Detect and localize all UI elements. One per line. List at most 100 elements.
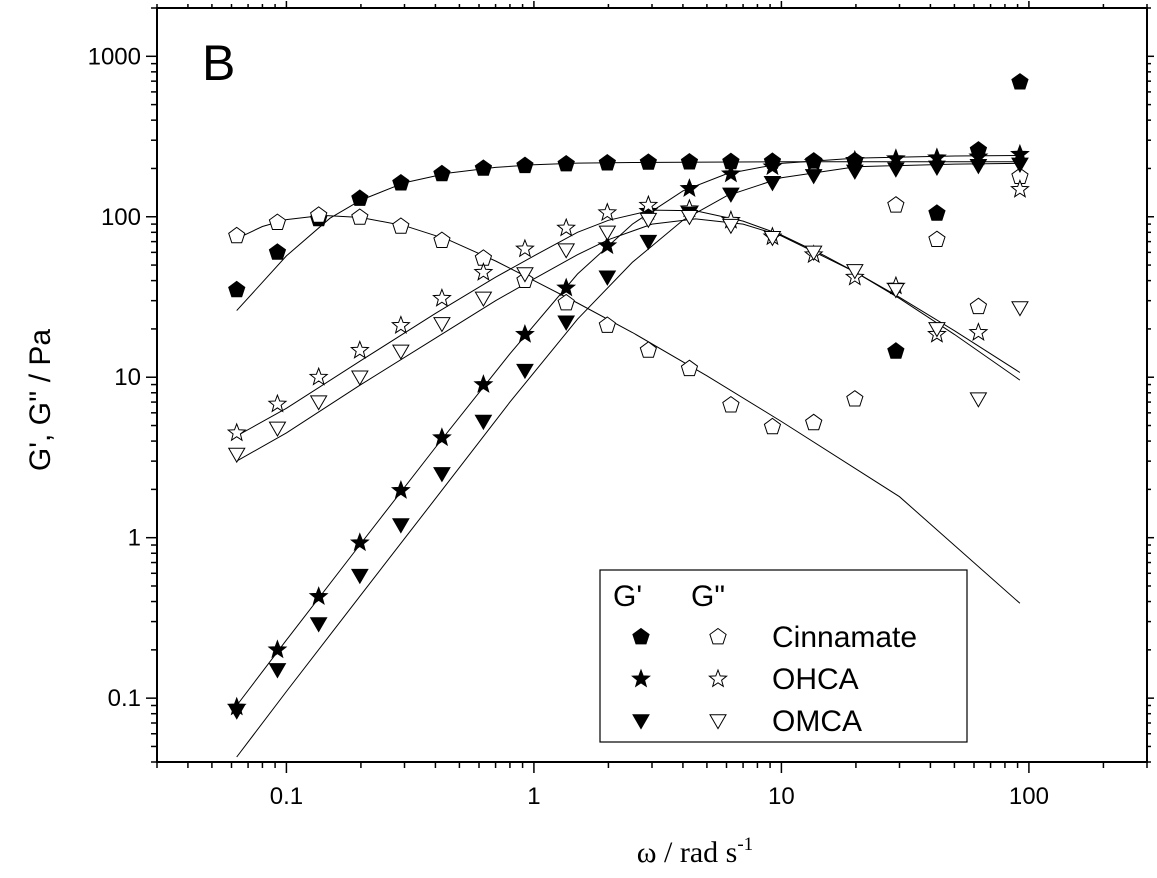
omca-storage-point (804, 169, 823, 185)
cinnamate-loss-point (228, 226, 246, 244)
omca-loss-point (557, 243, 576, 259)
ohca-storage-point (308, 586, 329, 605)
omca-loss-point (928, 322, 946, 338)
panel-label: B (202, 35, 235, 91)
ohca-loss-point (1010, 178, 1030, 198)
legend-symbol-storage (632, 627, 650, 645)
omca-loss-point (598, 225, 617, 241)
cinnamate-storage-point (928, 204, 946, 221)
cinnamate-storage-point (433, 164, 451, 182)
cinnamate-loss-point (392, 217, 410, 234)
cinnamate-loss-point (846, 390, 864, 407)
ohca-storage-point (515, 323, 535, 343)
omca-storage-point (969, 158, 988, 175)
ohca-loss-point (515, 238, 535, 258)
omca-loss-point (474, 291, 493, 307)
ohca-loss-point (597, 202, 618, 222)
ohca-loss-point (349, 339, 370, 359)
omca-loss-point (969, 392, 988, 408)
y-tick-label: 10 (114, 364, 141, 391)
omca-loss-point (309, 395, 328, 411)
legend-symbol-storage (631, 668, 651, 688)
cinnamate-loss-point (433, 231, 451, 248)
cinnamate-storage-point (228, 280, 246, 298)
ohca-storage-point (349, 532, 370, 552)
omca-loss-point (516, 267, 534, 283)
omca-storage-point (516, 363, 534, 380)
cinnamate-loss-point (351, 208, 369, 225)
legend-symbol-storage (632, 714, 650, 730)
omca-loss-point (1011, 301, 1029, 317)
omca-storage-point (845, 164, 864, 180)
legend-header-storage: G' (613, 580, 642, 613)
cinnamate-loss-point (557, 293, 575, 311)
cinnamate-storage-point (598, 153, 616, 171)
omca-loss-point (433, 317, 451, 333)
y-tick-label: 1 (128, 525, 141, 552)
fit-line-6 (236, 218, 1021, 462)
x-tick-label: 0.1 (270, 783, 303, 810)
cinnamate-storage-point (680, 152, 699, 170)
ohca-storage-point (762, 156, 783, 176)
y-tick-label: 0.1 (108, 685, 141, 712)
y-axis-title: G', G'' / Pa (24, 329, 57, 472)
cinnamate-loss-point (639, 341, 657, 358)
cinnamate-storage-point (887, 342, 905, 359)
omca-loss-point (350, 370, 369, 386)
x-tick-label: 1 (527, 783, 540, 810)
cinnamate-storage-point (392, 173, 410, 191)
legend: G' G" Cinnamate OHCA OMCA (599, 569, 968, 743)
ohca-storage-point (390, 479, 411, 499)
cinnamate-loss-point (969, 297, 988, 315)
legend-header-loss: G" (691, 580, 725, 613)
omca-storage-point (763, 175, 782, 192)
cinnamate-storage-point (268, 243, 287, 260)
omca-storage-point (1011, 157, 1029, 173)
y-tick-label: 1000 (88, 43, 141, 70)
legend-symbol-loss (708, 668, 728, 688)
omca-storage-point (557, 315, 576, 331)
x-tick-label: 100 (1009, 783, 1049, 810)
legend-label-ohca: OHCA (772, 663, 859, 696)
omca-loss-point (268, 421, 287, 437)
ohca-loss-point (267, 393, 288, 413)
legend-symbol-loss (709, 714, 727, 730)
ohca-loss-point (968, 322, 989, 341)
ohca-storage-point (844, 149, 865, 169)
legend-symbols (631, 627, 728, 730)
x-tick-label: 10 (768, 783, 795, 810)
ohca-storage-point (432, 427, 452, 447)
x-axis-title-main: ω / rad s (637, 836, 738, 869)
ohca-loss-point (638, 194, 659, 214)
omca-loss-point (722, 218, 740, 235)
cinnamate-loss-point (722, 395, 740, 413)
cinnamate-storage-point (516, 156, 534, 174)
omca-loss-point (845, 264, 864, 280)
cinnamate-storage-point (557, 154, 575, 172)
cinnamate-loss-point (598, 316, 616, 333)
omca-loss-point (804, 245, 823, 261)
legend-box (599, 569, 968, 743)
ohca-loss-point (432, 287, 452, 307)
cinnamate-loss-point (680, 359, 699, 377)
omca-storage-point (309, 617, 328, 633)
ohca-loss-point (390, 315, 411, 334)
omca-storage-point (598, 270, 617, 286)
x-axis-title-superscript: -1 (737, 834, 753, 855)
y-tick-label: 100 (101, 204, 141, 231)
legend-label-cinnamate: Cinnamate (772, 621, 917, 654)
omca-storage-point (722, 187, 740, 203)
omca-storage-point (268, 663, 287, 679)
axes: 0.1 1 10 100 0.1 1 10 100 1000 (88, 1, 1154, 810)
omca-loss-point (227, 447, 246, 464)
cinnamate-storage-point (1011, 73, 1029, 90)
ohca-loss-point (556, 217, 577, 237)
cinnamate-loss-point (310, 206, 328, 223)
omca-storage-point (886, 162, 905, 178)
ohca-loss-point (226, 422, 247, 442)
ohca-loss-point (308, 366, 329, 386)
ohca-storage-point (679, 178, 700, 197)
omca-loss-point (391, 344, 410, 360)
data-markers (226, 73, 1030, 720)
